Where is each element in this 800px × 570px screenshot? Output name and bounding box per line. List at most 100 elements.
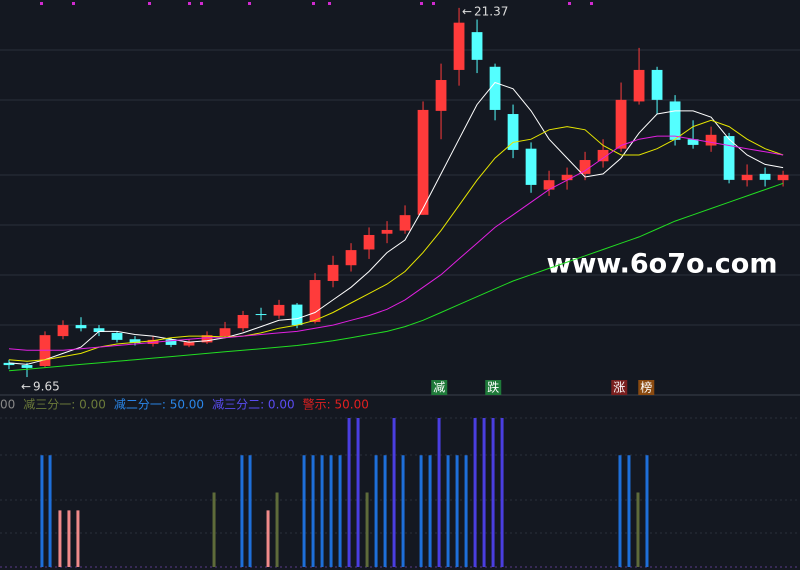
signal-box bbox=[638, 380, 655, 395]
signal-box bbox=[485, 380, 502, 395]
indicator-bar bbox=[248, 455, 252, 567]
candle-body bbox=[759, 173, 771, 180]
candle-body bbox=[93, 328, 105, 333]
top-dots bbox=[40, 2, 593, 5]
signal-box bbox=[431, 380, 448, 395]
arrow: ← bbox=[462, 4, 472, 18]
candle-body bbox=[507, 114, 519, 150]
candle-body bbox=[381, 229, 393, 234]
ma-line bbox=[8, 81, 784, 365]
ma-line bbox=[8, 119, 784, 362]
indicator-bar bbox=[401, 455, 405, 567]
candle-body bbox=[255, 314, 267, 316]
candle-body bbox=[687, 139, 699, 145]
candle-body bbox=[309, 280, 321, 322]
candle-body bbox=[471, 32, 483, 60]
candle-body bbox=[327, 264, 339, 281]
candle-body bbox=[399, 215, 411, 231]
legend-entry: 警示: 50.00 bbox=[303, 397, 369, 412]
indicator-bar bbox=[347, 418, 351, 567]
candle-body bbox=[543, 180, 555, 190]
candle-body bbox=[453, 22, 465, 70]
indicator-bar bbox=[627, 455, 631, 567]
indicator-bar bbox=[491, 418, 495, 567]
candle-body bbox=[165, 339, 177, 345]
indicator-bar bbox=[76, 510, 80, 567]
candle-body bbox=[417, 109, 429, 215]
indicator-bar bbox=[419, 455, 423, 567]
indicator-bar bbox=[275, 492, 279, 567]
indicator-bar bbox=[266, 510, 270, 567]
candle-body bbox=[201, 335, 213, 343]
candle-body bbox=[111, 332, 123, 340]
indicator-bar bbox=[329, 455, 333, 567]
legend-entry: 减二分一: 50.00 bbox=[114, 398, 204, 412]
ma-line bbox=[8, 135, 784, 351]
candle-body bbox=[525, 148, 537, 185]
indicator-bar bbox=[365, 492, 369, 567]
indicator-bar bbox=[392, 418, 396, 567]
candle-body bbox=[345, 250, 357, 266]
candle-body bbox=[651, 69, 663, 100]
indicator-bar bbox=[500, 418, 504, 567]
candle-body bbox=[633, 69, 645, 102]
indicator-bar bbox=[40, 455, 44, 567]
candle-body bbox=[669, 101, 681, 140]
indicator-bar bbox=[446, 455, 450, 567]
indicator-bar bbox=[240, 455, 244, 567]
legend-entry: 减三分一: 0.00 bbox=[23, 398, 106, 412]
arrow: ← bbox=[21, 380, 31, 394]
candle-body bbox=[435, 80, 447, 111]
indicator-bar bbox=[320, 455, 324, 567]
indicator-bar bbox=[618, 455, 622, 567]
candle-body bbox=[561, 174, 573, 181]
indicator-bar bbox=[636, 492, 640, 567]
max-label: 21.37 bbox=[474, 4, 508, 18]
candle-body bbox=[75, 325, 87, 329]
indicator-bar bbox=[48, 455, 52, 567]
indicator-bar bbox=[67, 510, 71, 567]
indicator-bar bbox=[383, 455, 387, 567]
candle-body bbox=[129, 339, 141, 344]
candle-body bbox=[183, 342, 195, 346]
indicator-bar bbox=[356, 418, 360, 567]
indicator-bar bbox=[374, 455, 378, 567]
signal-box bbox=[611, 380, 628, 395]
indicator-bar bbox=[302, 455, 306, 567]
candle-body bbox=[363, 234, 375, 250]
candle-body bbox=[219, 328, 231, 337]
watermark: www.6o7o.com bbox=[547, 249, 778, 280]
indicator-bar bbox=[473, 418, 477, 567]
signal-label: 跌 bbox=[487, 380, 499, 395]
indicator-bar bbox=[58, 510, 62, 567]
candle-body bbox=[615, 99, 627, 149]
indicator-bar bbox=[311, 455, 315, 567]
candle-body bbox=[273, 304, 285, 316]
legend-entry: 00 bbox=[0, 398, 15, 412]
indicator-bar bbox=[212, 492, 216, 567]
candle-body bbox=[777, 174, 789, 181]
indicator-bar bbox=[428, 455, 432, 567]
candle-body bbox=[597, 149, 609, 162]
candle-body bbox=[291, 304, 303, 326]
legend-entry: 减三分二: 0.00 bbox=[212, 398, 295, 412]
candle-body bbox=[3, 362, 15, 366]
indicator-bar bbox=[645, 455, 649, 567]
candle-body bbox=[489, 66, 501, 110]
candle-body bbox=[741, 174, 753, 181]
ma-line bbox=[8, 182, 784, 372]
indicator-bar bbox=[338, 455, 342, 567]
signal-label: 涨 bbox=[613, 380, 625, 395]
signal-label: 榜 bbox=[640, 380, 652, 395]
indicator-bar bbox=[437, 418, 441, 567]
candle-body bbox=[237, 314, 249, 329]
indicator-bar bbox=[464, 455, 468, 567]
candle-body bbox=[705, 134, 717, 146]
candle-body bbox=[579, 160, 591, 174]
indicator-bar bbox=[482, 418, 486, 567]
signal-label: 减 bbox=[433, 381, 445, 395]
indicator-bar bbox=[455, 455, 459, 567]
